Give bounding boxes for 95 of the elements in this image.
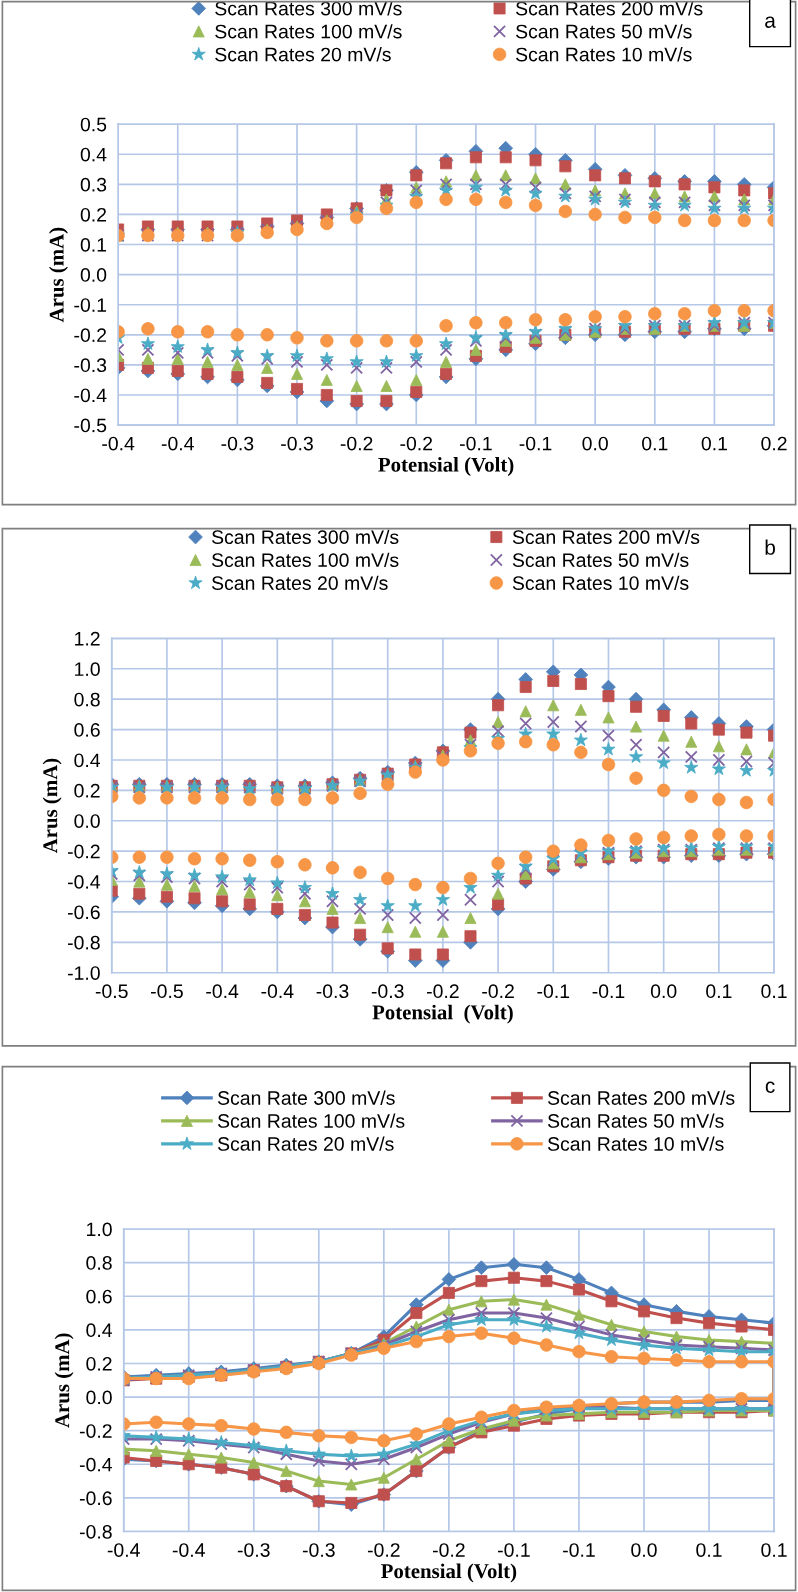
x-axis-title: Potensial (Volt) [378, 457, 514, 476]
y-tick-label: 0.0 [74, 814, 100, 828]
text: a [765, 16, 776, 28]
y-tick-label: 0.4 [80, 147, 107, 162]
y-tick-label: -0.6 [67, 905, 100, 920]
y-tick-label: -0.8 [79, 1524, 112, 1539]
y-tick-label: 0.1 [80, 238, 107, 252]
y-tick-label: -0.4 [67, 875, 101, 889]
y-tick-label: 0.3 [80, 177, 107, 192]
y-tick-label: 0.8 [74, 692, 100, 707]
legend-label: Scan Rates 50 mV/s [515, 24, 692, 39]
legend-label: Scan Rates 20 mV/s [215, 47, 391, 62]
legend-label: Scan Rates 100 mV/s [211, 552, 399, 568]
x-tick-label: -0.3 [302, 1543, 335, 1557]
text: b [765, 539, 775, 555]
x-tick-label: 0.0 [650, 984, 677, 999]
y-tick-label: -0.2 [74, 328, 107, 343]
y-tick-label: -0.6 [79, 1491, 112, 1506]
x-tick-label: -0.2 [367, 1543, 400, 1557]
y-tick-label: -0.8 [67, 935, 100, 950]
y-tick-label: -0.1 [74, 298, 107, 312]
y-tick-label: -1.0 [67, 966, 100, 980]
x-tick-label: -0.4 [107, 1543, 140, 1557]
legend-label: Scan Rates 300 mV/s [211, 529, 399, 545]
x-tick-label: -0.3 [371, 984, 404, 999]
x-tick-label: -0.2 [400, 436, 433, 451]
legend-label: Scan Rates 20 mV/s [211, 575, 388, 590]
x-tick-label: -0.3 [237, 1543, 270, 1557]
x-tick-label: 0.0 [631, 1543, 657, 1557]
y-tick-label: 0.2 [80, 207, 107, 222]
y-tick-label: -0.2 [67, 844, 100, 859]
y-axis-title: Arus (mA) [49, 227, 68, 323]
x-tick-label: -0.4 [161, 436, 194, 451]
legend-label: Scan Rate 300 mV/s [217, 1090, 395, 1105]
x-tick-label: 0.2 [761, 436, 787, 451]
x-tick-label: -0.2 [482, 984, 514, 999]
x-tick-label: 0.1 [642, 436, 668, 451]
y-tick-label: -0.3 [74, 358, 107, 373]
y-tick-label: 0.4 [74, 753, 101, 768]
x-tick-label: 0.1 [706, 984, 732, 999]
y-axis-title: Arus (mA) [54, 1333, 74, 1428]
x-tick-label: 0.1 [761, 1543, 787, 1557]
x-tick-label: -0.2 [427, 984, 459, 999]
x-tick-label: -0.1 [498, 1543, 530, 1557]
x-tick-label: -0.2 [340, 436, 373, 451]
x-axis-title: Potensial (Volt) [372, 1004, 513, 1024]
legend-label: Scan Rates 100 mV/s [215, 24, 402, 39]
x-tick-label: 0.1 [701, 436, 727, 451]
y-tick-label: 1.0 [87, 1222, 112, 1237]
x-tick-label: 0.1 [696, 1543, 722, 1557]
x-axis-title: Potensial (Volt) [381, 1563, 517, 1583]
legend-label: Scan Rates 10 mV/s [547, 1136, 724, 1151]
y-axis-title: Arus (mA) [42, 758, 62, 854]
x-tick-label: -0.1 [519, 436, 552, 451]
x-tick-label: -0.4 [261, 984, 294, 999]
legend-label: Scan Rates 50 mV/s [512, 552, 689, 568]
y-tick-label: -0.5 [74, 418, 107, 433]
x-tick-label: 0.0 [582, 436, 608, 451]
legend-label: Scan Rates 20 mV/s [217, 1136, 394, 1151]
x-tick-label: -0.1 [592, 984, 625, 999]
x-tick-label: -0.1 [563, 1543, 595, 1557]
x-tick-label: -0.2 [432, 1543, 465, 1557]
legend-label: Scan Rates 200 mV/s [512, 529, 700, 545]
x-tick-label: -0.4 [102, 436, 135, 451]
legend-label: Scan Rates 10 mV/s [515, 47, 692, 62]
x-tick-label: -0.1 [460, 436, 492, 451]
legend-label: Scan Rates 100 mV/s [217, 1113, 405, 1128]
y-tick-label: -0.4 [79, 1457, 113, 1472]
y-tick-label: 0.2 [74, 783, 100, 798]
y-tick-label: 0.0 [86, 1390, 112, 1405]
x-tick-label: 0.1 [761, 984, 787, 999]
y-tick-label: 1.2 [75, 631, 100, 646]
x-tick-label: -0.4 [206, 984, 239, 999]
legend-label: Scan Rates 200 mV/s [547, 1090, 735, 1105]
y-tick-label: 0.6 [74, 723, 100, 737]
y-tick-label: 1.0 [75, 662, 100, 677]
x-tick-label: -0.1 [537, 984, 570, 999]
y-tick-label: 0.5 [80, 117, 107, 132]
y-tick-label: 0.8 [86, 1256, 112, 1270]
y-tick-label: 0.6 [86, 1289, 112, 1304]
y-tick-label: 0.4 [86, 1323, 113, 1338]
y-tick-label: 0.0 [80, 268, 107, 282]
y-tick-label: -0.2 [79, 1424, 112, 1438]
x-tick-label: -0.3 [221, 436, 254, 451]
legend-label: Scan Rates 200 mV/s [515, 1, 703, 16]
text: c [765, 1081, 775, 1093]
y-tick-label: -0.4 [74, 388, 107, 403]
x-tick-label: -0.5 [151, 984, 183, 999]
legend-label: Scan Rates 300 mV/s [215, 1, 402, 16]
y-tick-label: 0.2 [86, 1356, 112, 1371]
legend-label: Scan Rates 50 mV/s [547, 1113, 724, 1128]
x-tick-label: -0.4 [172, 1543, 205, 1557]
x-tick-label: -0.3 [316, 984, 349, 999]
legend-label: Scan Rates 10 mV/s [512, 575, 689, 590]
x-tick-label: -0.3 [281, 436, 313, 451]
